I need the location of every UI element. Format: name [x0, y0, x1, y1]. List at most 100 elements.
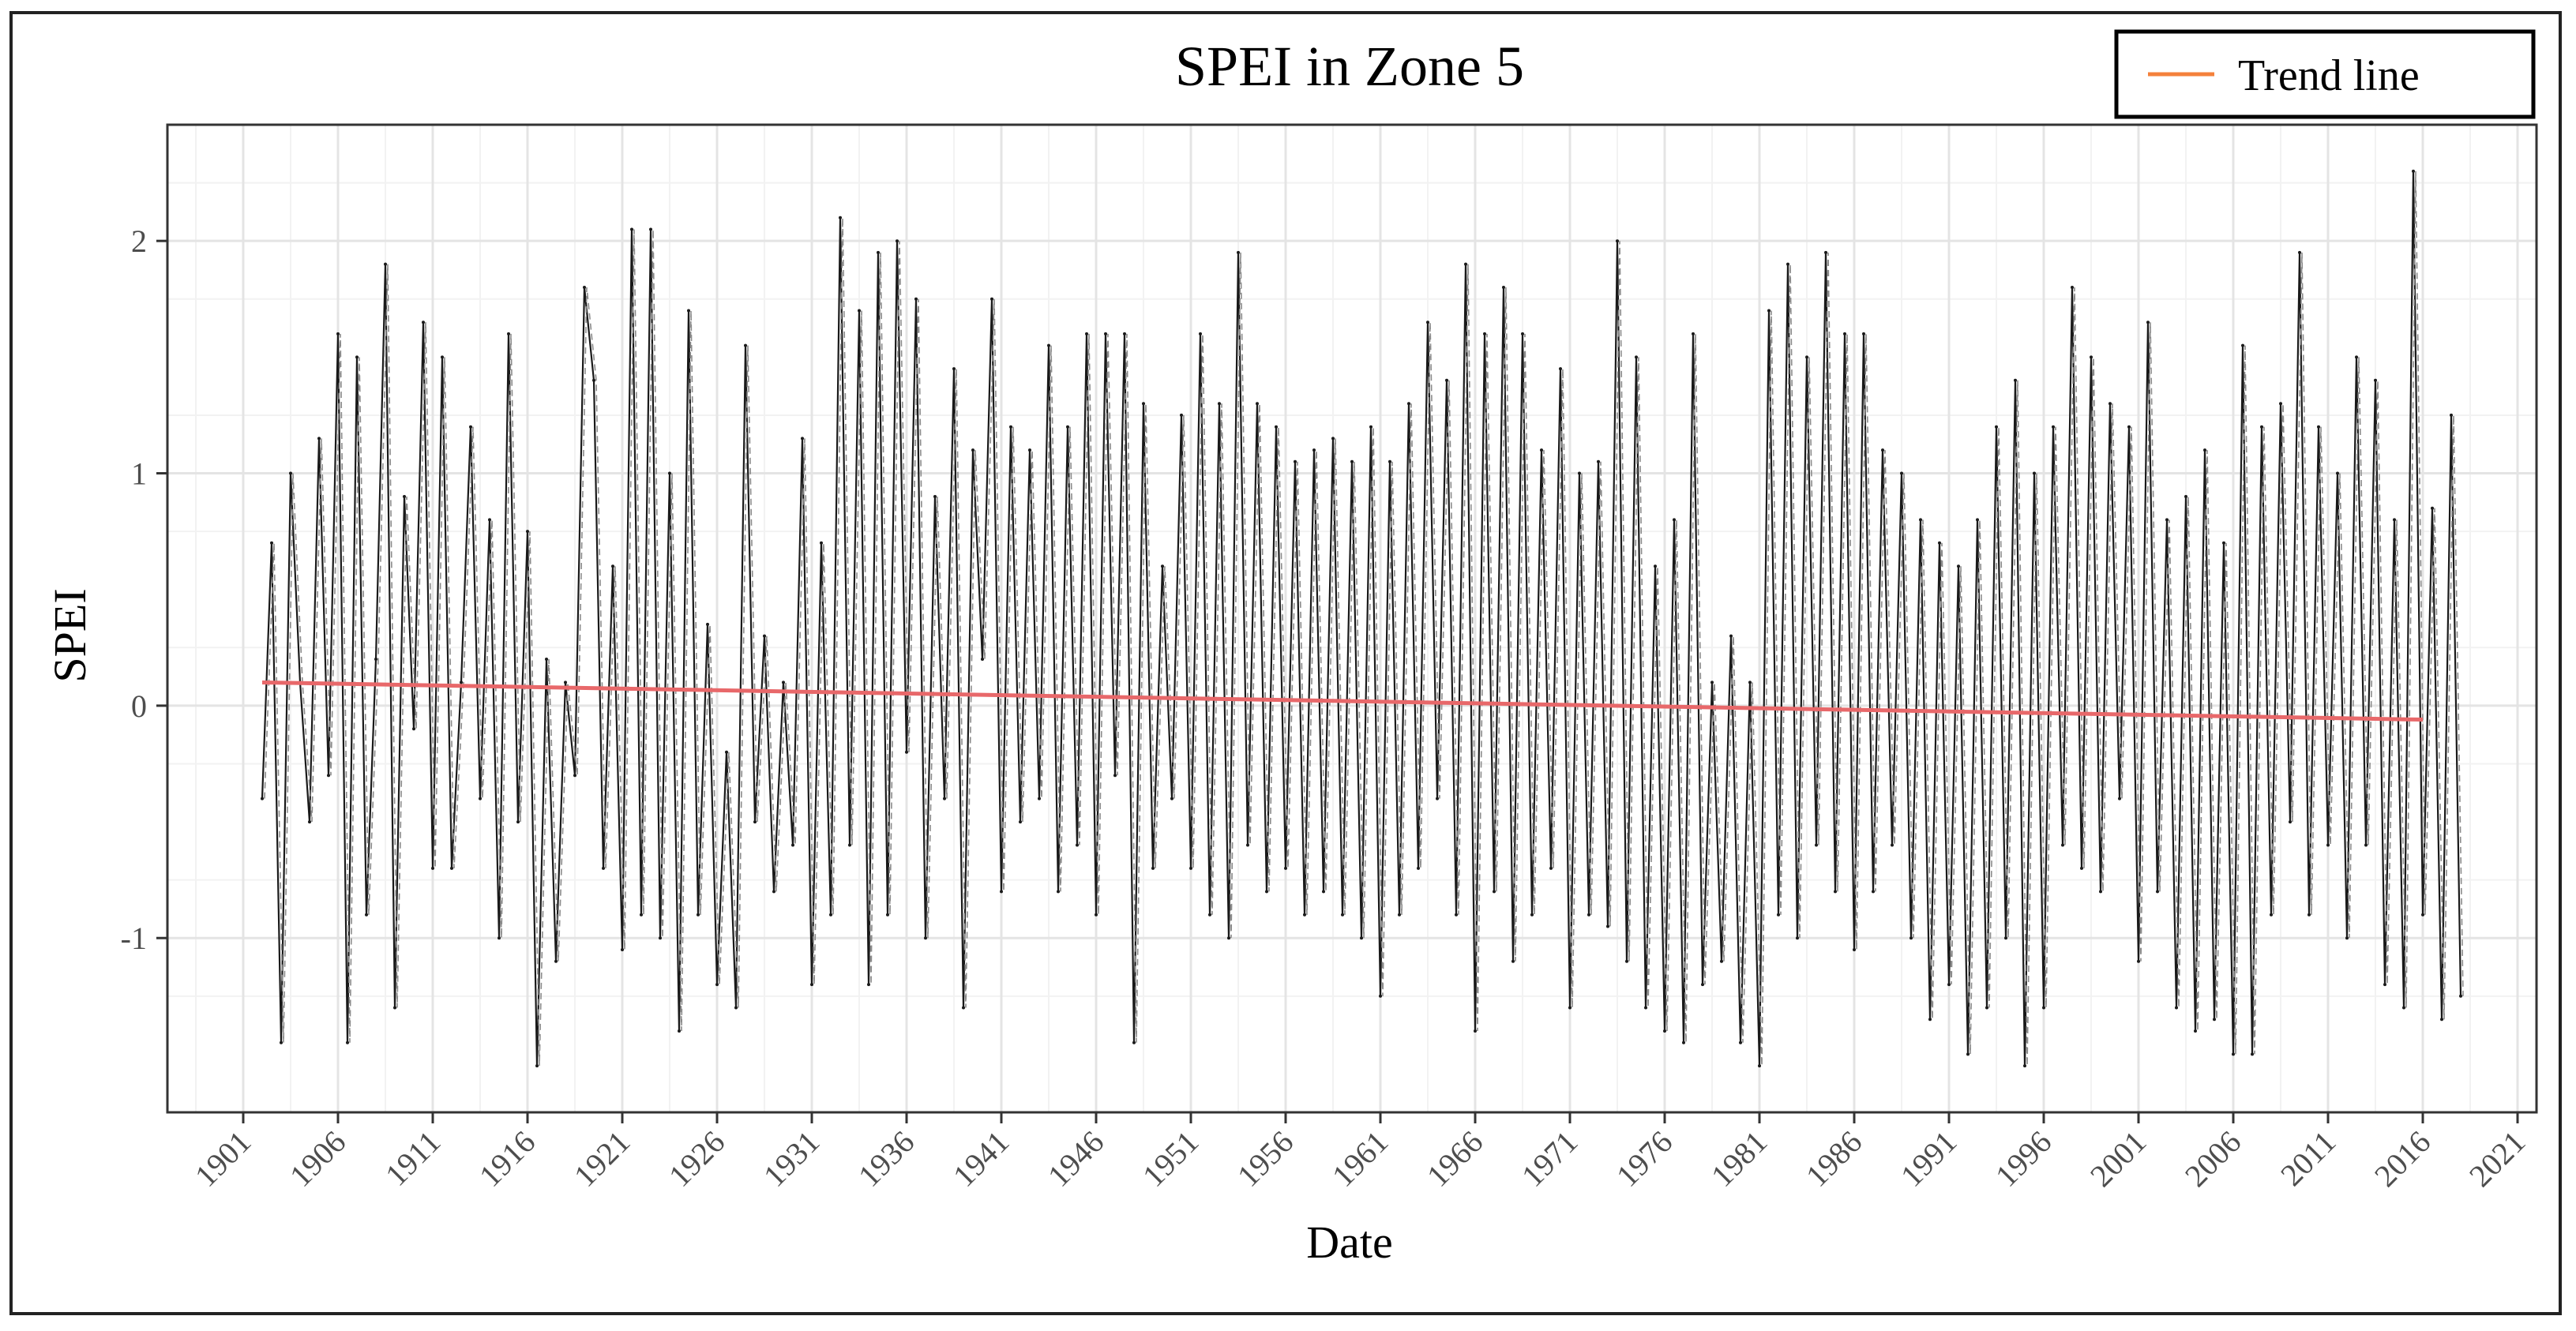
spei-point: [516, 820, 520, 824]
spei-point: [327, 774, 330, 778]
spei-point: [1900, 471, 1903, 475]
spei-point: [1398, 913, 1401, 917]
spei-point: [1985, 1006, 1988, 1010]
spei-point: [2289, 820, 2292, 824]
spei-point: [1095, 913, 1098, 917]
spei-point: [649, 227, 652, 231]
spei-point: [1862, 332, 1865, 336]
spei-point: [1407, 402, 1410, 406]
spei-point: [2033, 471, 2036, 475]
spei-point: [1815, 843, 1818, 847]
spei-point: [2080, 866, 2083, 870]
spei-point: [602, 866, 605, 870]
spei-point: [1692, 332, 1695, 336]
spei-point: [261, 797, 264, 800]
spei-point: [431, 866, 434, 870]
x-tick-label: 2006: [2178, 1124, 2247, 1194]
x-tick-label: 1911: [378, 1124, 447, 1193]
spei-point: [1729, 634, 1733, 638]
x-axis-title: Date: [1306, 1217, 1393, 1268]
spei-point: [933, 495, 937, 498]
x-tick-label: 1936: [851, 1124, 921, 1194]
spei-point: [1294, 459, 1297, 463]
spei-point: [1284, 866, 1287, 870]
trend-layer: [261, 680, 2424, 722]
spei-point: [1019, 820, 1022, 824]
spei-point: [924, 936, 927, 940]
plot-panel-border: [166, 123, 2538, 1114]
spei-point: [1265, 890, 1268, 894]
spei-point: [1303, 913, 1306, 917]
spei-point: [1369, 425, 1372, 429]
spei-point: [2099, 890, 2102, 894]
spei-point: [355, 355, 359, 359]
spei-point: [1464, 262, 1467, 266]
spei-series-line: [261, 170, 2462, 1067]
spei-point: [2127, 425, 2131, 429]
spei-point: [365, 913, 368, 917]
spei-point: [971, 448, 974, 452]
spei-point: [2023, 1064, 2026, 1068]
spei-point: [1123, 332, 1126, 336]
spei-point: [2345, 936, 2349, 940]
spei-point: [2194, 1029, 2197, 1033]
x-tick-label: 1931: [757, 1124, 826, 1194]
x-tick-label: 2016: [2368, 1124, 2437, 1194]
spei-point: [848, 843, 851, 847]
spei-point: [621, 948, 624, 951]
spei-point: [1578, 471, 1581, 475]
x-tick-label: 1991: [1894, 1124, 1963, 1194]
spei-point: [1853, 948, 1856, 951]
spei-point: [1805, 355, 1808, 359]
spei-point: [763, 634, 766, 638]
y-tick-label: 0: [131, 688, 147, 724]
spei-point: [1540, 448, 1543, 452]
spei-point: [498, 936, 501, 940]
spei-point: [441, 355, 444, 359]
spei-point: [1256, 402, 1259, 406]
x-tick-label: 1946: [1041, 1124, 1110, 1194]
spei-point: [2251, 1052, 2254, 1056]
spei-point: [1843, 332, 1846, 336]
spei-point: [1189, 866, 1192, 870]
spei-point: [1341, 913, 1344, 917]
spei-point: [412, 727, 415, 731]
spei-point: [1493, 890, 1496, 894]
spei-point: [734, 1006, 738, 1010]
spei-point: [2004, 936, 2007, 940]
spei-point: [2298, 250, 2301, 254]
spei-point: [1966, 1052, 1970, 1056]
spei-point: [886, 913, 889, 917]
spei-point: [1436, 797, 1439, 800]
x-tick-label: 2011: [2274, 1124, 2342, 1193]
spei-point: [1834, 890, 1837, 894]
spei-point: [905, 750, 908, 754]
spei-point: [1218, 402, 1221, 406]
x-tick-label: 1996: [1988, 1124, 2058, 1194]
spei-point: [1872, 890, 1875, 894]
spei-point: [460, 680, 463, 684]
spei-point: [2118, 797, 2121, 800]
spei-point: [2364, 843, 2368, 847]
spei-point: [1360, 936, 1363, 940]
x-tick-label: 2001: [2083, 1124, 2153, 1194]
spei-point: [1057, 890, 1060, 894]
spei-point: [2270, 913, 2273, 917]
spei-point: [1549, 866, 1553, 870]
spei-point: [1028, 448, 1031, 452]
spei-point: [1682, 1040, 1685, 1044]
spei-point: [1710, 680, 1714, 684]
grid-minor: [167, 125, 2537, 1113]
spei-point: [1568, 1006, 1572, 1010]
spei-point: [1038, 797, 1041, 800]
spei-point: [1559, 367, 1562, 371]
spei-point: [2014, 378, 2017, 382]
spei-point: [715, 983, 719, 987]
spei-series-line-shade: [264, 171, 2464, 1067]
spei-point: [2175, 1006, 2178, 1010]
spei-point: [867, 983, 870, 987]
spei-point: [829, 913, 832, 917]
spei-point: [450, 866, 453, 870]
trend-line: [261, 680, 2424, 722]
x-tick-label: 1971: [1515, 1124, 1584, 1194]
